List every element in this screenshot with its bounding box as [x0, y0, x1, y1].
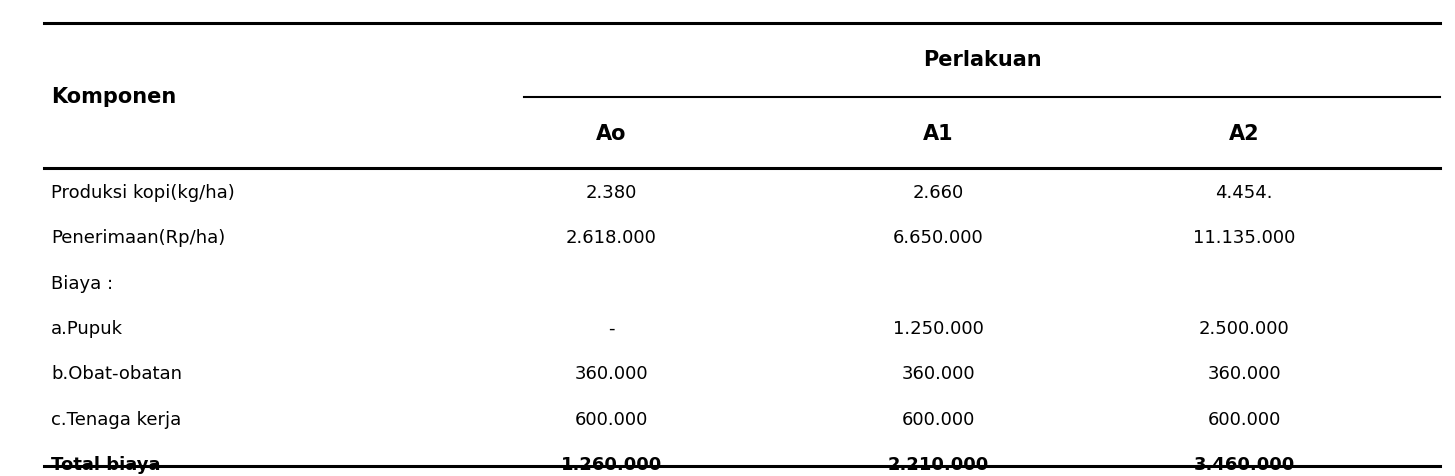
Text: Komponen: Komponen	[51, 87, 176, 106]
Text: 360.000: 360.000	[575, 365, 647, 383]
Text: 600.000: 600.000	[1208, 410, 1280, 428]
Text: 600.000: 600.000	[902, 410, 975, 428]
Text: Total biaya: Total biaya	[51, 455, 160, 473]
Text: 1.250.000: 1.250.000	[893, 319, 984, 337]
Text: 360.000: 360.000	[902, 365, 975, 383]
Text: Produksi kopi(kg/ha): Produksi kopi(kg/ha)	[51, 184, 234, 202]
Text: -: -	[608, 319, 614, 337]
Text: A2: A2	[1228, 123, 1260, 143]
Text: 600.000: 600.000	[575, 410, 647, 428]
Text: b.Obat-obatan: b.Obat-obatan	[51, 365, 182, 383]
Text: 3.460.000: 3.460.000	[1193, 455, 1295, 473]
Text: 2.660: 2.660	[912, 184, 965, 202]
Text: A1: A1	[922, 123, 954, 143]
Text: Biaya :: Biaya :	[51, 274, 113, 292]
Text: 2.380: 2.380	[585, 184, 637, 202]
Text: 360.000: 360.000	[1208, 365, 1280, 383]
Text: 11.135.000: 11.135.000	[1193, 229, 1295, 247]
Text: Perlakuan: Perlakuan	[922, 50, 1042, 69]
Text: 6.650.000: 6.650.000	[893, 229, 984, 247]
Text: 2.210.000: 2.210.000	[888, 455, 989, 473]
Text: a.Pupuk: a.Pupuk	[51, 319, 122, 337]
Text: c.Tenaga kerja: c.Tenaga kerja	[51, 410, 182, 428]
Text: Ao: Ao	[597, 123, 626, 143]
Text: 1.260.000: 1.260.000	[560, 455, 662, 473]
Text: Penerimaan(Rp/ha): Penerimaan(Rp/ha)	[51, 229, 226, 247]
Text: 4.454.: 4.454.	[1215, 184, 1273, 202]
Text: 2.618.000: 2.618.000	[566, 229, 656, 247]
Text: 2.500.000: 2.500.000	[1199, 319, 1289, 337]
